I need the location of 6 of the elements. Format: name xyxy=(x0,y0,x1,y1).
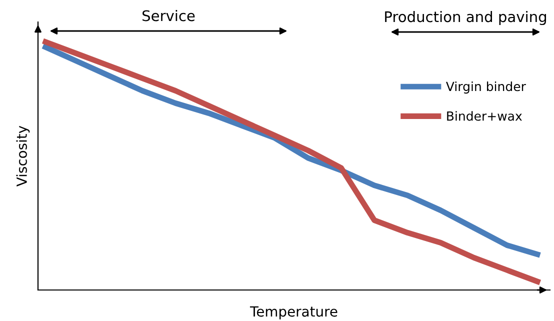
legend-label: Virgin binder xyxy=(446,81,526,94)
text: Production and paving xyxy=(385,10,546,26)
x-axis-title: Temperature xyxy=(250,306,338,320)
legend-label: Binder+wax xyxy=(447,111,522,121)
y-axis-title: Viscosity xyxy=(16,126,30,186)
text: Service xyxy=(142,10,195,22)
